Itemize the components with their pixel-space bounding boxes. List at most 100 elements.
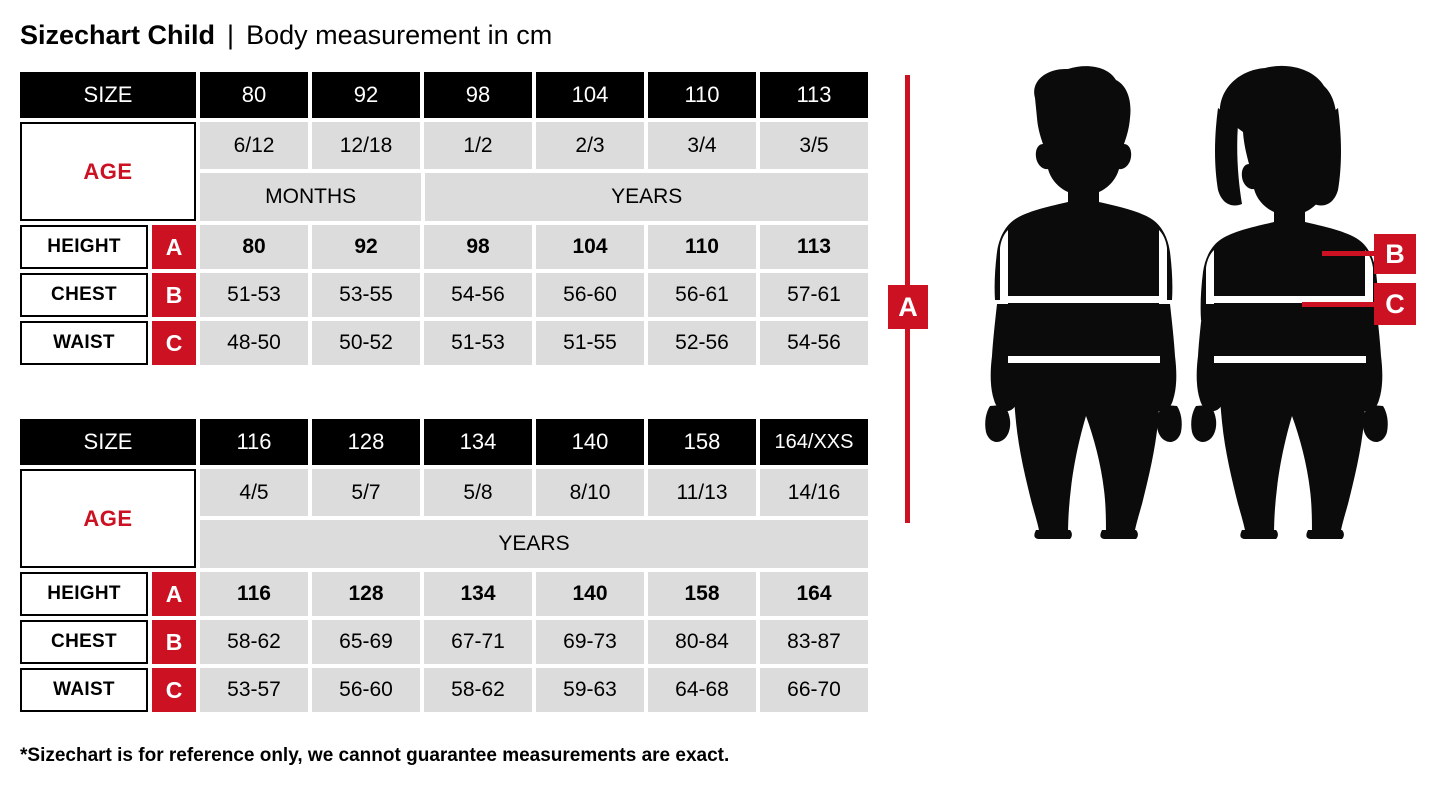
- table-cell: 53-55: [312, 273, 420, 317]
- row-label-text: CHEST: [20, 620, 148, 664]
- table-cell: 83-87: [760, 620, 868, 664]
- row-label-height: HEIGHT A: [20, 572, 196, 616]
- boy-chest-line: [1006, 296, 1162, 303]
- height-leader-line-top: [905, 75, 910, 285]
- figure-badge-b: B: [1374, 234, 1416, 274]
- table-cell: 51-53: [200, 273, 308, 317]
- height-cells: 116 128 134 140 158 164: [196, 572, 868, 616]
- row-label-text: HEIGHT: [20, 572, 148, 616]
- table-cell: 59-63: [536, 668, 644, 712]
- table-row-chest: CHEST B 58-62 65-69 67-71 69-73 80-84 83…: [20, 620, 868, 664]
- table-cell: 52-56: [648, 321, 756, 365]
- badge-b-icon: B: [152, 273, 196, 317]
- table-cell: 98: [424, 225, 532, 269]
- row-label-text: WAIST: [20, 668, 148, 712]
- table-cell: 128: [312, 572, 420, 616]
- footnote-disclaimer: *Sizechart is for reference only, we can…: [20, 745, 730, 766]
- table-cell: 64-68: [648, 668, 756, 712]
- row-label-age: AGE: [20, 122, 196, 221]
- table-row-height: HEIGHT A 80 92 98 104 110 113: [20, 225, 868, 269]
- row-label-height: HEIGHT A: [20, 225, 196, 269]
- table-cell: 65-69: [312, 620, 420, 664]
- table-cell: 48-50: [200, 321, 308, 365]
- table-cell: 51-55: [536, 321, 644, 365]
- table-cell: 116: [200, 419, 308, 465]
- table-cell: 5/8: [424, 469, 532, 516]
- age-unit-cells: YEARS: [196, 516, 868, 568]
- table-cell: 140: [536, 572, 644, 616]
- age-unit-years: YEARS: [425, 173, 868, 221]
- girl-waist-line: [1214, 356, 1366, 363]
- chest-cells: 58-62 65-69 67-71 69-73 80-84 83-87: [196, 620, 868, 664]
- table-cell: 4/5: [200, 469, 308, 516]
- figure-badge-c: C: [1374, 283, 1416, 325]
- table-cell: 164: [760, 572, 868, 616]
- table-cell: 80: [200, 72, 308, 118]
- table-cell: 57-61: [760, 273, 868, 317]
- height-cells: 80 92 98 104 110 113: [196, 225, 868, 269]
- sizechart-table-large: SIZE 116 128 134 140 158 164/XXS AGE 4/5…: [20, 419, 868, 712]
- badge-a-icon: A: [152, 572, 196, 616]
- waist-leader-line: [1302, 302, 1374, 307]
- child-silhouettes-svg: [985, 65, 1388, 539]
- table-cell: 50-52: [312, 321, 420, 365]
- chest-cells: 51-53 53-55 54-56 56-60 56-61 57-61: [196, 273, 868, 317]
- table-cell: 158: [648, 419, 756, 465]
- table-cell: 53-57: [200, 668, 308, 712]
- table-cell: 58-62: [424, 668, 532, 712]
- age-value-cells: 6/12 12/18 1/2 2/3 3/4 3/5: [196, 122, 868, 169]
- table-cell: 92: [312, 72, 420, 118]
- row-label-waist: WAIST C: [20, 668, 196, 712]
- waist-cells: 53-57 56-60 58-62 59-63 64-68 66-70: [196, 668, 868, 712]
- height-leader-line-bottom: [905, 329, 910, 523]
- table-cell: 58-62: [200, 620, 308, 664]
- row-label-text: CHEST: [20, 273, 148, 317]
- title-subtitle: Body measurement in cm: [246, 20, 553, 50]
- table-cell: 110: [648, 225, 756, 269]
- body-figures-illustration: [880, 60, 1441, 540]
- girl-silhouette: [1191, 65, 1388, 539]
- table-cell: 113: [760, 225, 868, 269]
- age-unit-months: MONTHS: [200, 173, 422, 221]
- table-cell: 67-71: [424, 620, 532, 664]
- table-cell: 51-53: [424, 321, 532, 365]
- table-cell: 116: [200, 572, 308, 616]
- table-cell: 56-61: [648, 273, 756, 317]
- table-cell: 104: [536, 72, 644, 118]
- table-cell: 158: [648, 572, 756, 616]
- badge-a-icon: A: [152, 225, 196, 269]
- age-unit-years: YEARS: [200, 520, 868, 568]
- table-row-height: HEIGHT A 116 128 134 140 158 164: [20, 572, 868, 616]
- row-label-size: SIZE: [20, 419, 196, 465]
- table-cell: 5/7: [312, 469, 420, 516]
- page-title: Sizechart Child | Body measurement in cm: [20, 18, 552, 52]
- table-cell: 104: [536, 225, 644, 269]
- badge-c-icon: C: [152, 668, 196, 712]
- table-cell: 54-56: [424, 273, 532, 317]
- table-row-waist: WAIST C 53-57 56-60 58-62 59-63 64-68 66…: [20, 668, 868, 712]
- table-cell: 134: [424, 572, 532, 616]
- row-label-chest: CHEST B: [20, 273, 196, 317]
- table-row-size: SIZE 116 128 134 140 158 164/XXS: [20, 419, 868, 465]
- table-cell: 164/XXS: [760, 419, 868, 465]
- table-cell: 2/3: [536, 122, 644, 169]
- figure-badge-a: A: [888, 285, 928, 329]
- title-bold: Sizechart Child: [20, 20, 216, 50]
- table-cell: 56-60: [312, 668, 420, 712]
- table-cell: 80-84: [648, 620, 756, 664]
- table-cell: 8/10: [536, 469, 644, 516]
- table-cell: 1/2: [424, 122, 532, 169]
- table-cell: 128: [312, 419, 420, 465]
- table-cell: 69-73: [536, 620, 644, 664]
- table-cell: 11/13: [648, 469, 756, 516]
- row-label-text: HEIGHT: [20, 225, 148, 269]
- table-cell: 92: [312, 225, 420, 269]
- table-cell: 12/18: [312, 122, 420, 169]
- chest-leader-line: [1322, 251, 1374, 256]
- row-label-size: SIZE: [20, 72, 196, 118]
- table-cell: 134: [424, 419, 532, 465]
- table-row-size: SIZE 80 92 98 104 110 113: [20, 72, 868, 118]
- sizechart-table-small: SIZE 80 92 98 104 110 113 AGE 6/12 12/18…: [20, 72, 868, 365]
- table-cell: 6/12: [200, 122, 308, 169]
- badge-b-icon: B: [152, 620, 196, 664]
